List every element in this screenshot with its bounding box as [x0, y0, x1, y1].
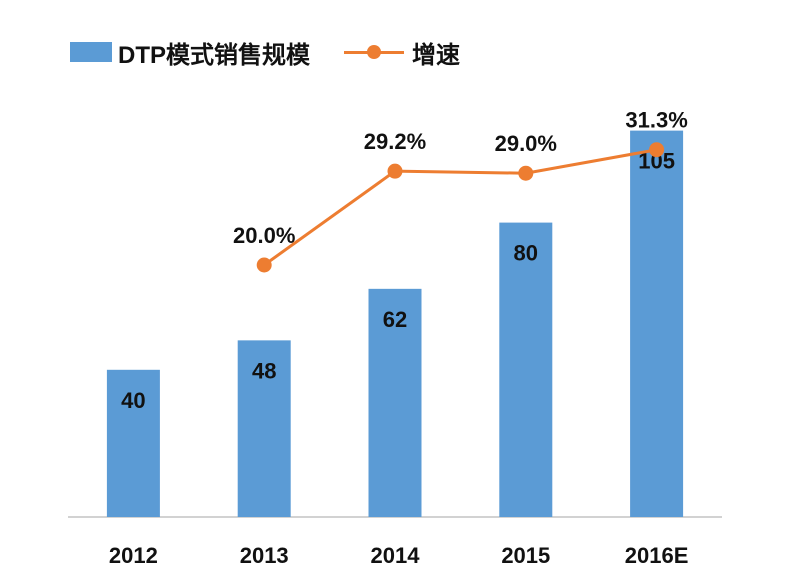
- growth-point-2013: [256, 257, 272, 273]
- bar-label-2015: 80: [514, 241, 538, 266]
- x-tick-label-2013: 2013: [240, 543, 289, 568]
- legend-swatch-bar: [70, 42, 112, 62]
- growth-label-2013: 20.0%: [233, 223, 295, 248]
- x-tick-label-2014: 2014: [371, 543, 421, 568]
- growth-label-2014: 29.2%: [364, 129, 426, 154]
- bar-label-2014: 62: [383, 307, 407, 332]
- legend-item-growth: 增速: [344, 35, 460, 70]
- growth-label-2015: 29.0%: [495, 131, 557, 156]
- x-tick-label-2015: 2015: [501, 543, 550, 568]
- x-tick-label-2016E: 2016E: [625, 543, 689, 568]
- legend-label-sales: DTP模式销售规模: [118, 41, 310, 69]
- growth-point-2015: [518, 165, 534, 181]
- bar-2012: [106, 369, 160, 517]
- bar-2013: [237, 340, 291, 517]
- legend-label-growth: 增速: [412, 41, 460, 69]
- growth-point-2016E: [649, 142, 665, 158]
- legend-swatch-line: [344, 42, 404, 62]
- growth-label-2016E: 31.3%: [625, 108, 687, 133]
- bar-label-2013: 48: [252, 358, 276, 383]
- bar-2015: [499, 222, 553, 517]
- legend-item-sales: DTP模式销售规模: [70, 35, 310, 70]
- legend: DTP模式销售规模 增速: [70, 34, 494, 70]
- bar-2014: [368, 288, 422, 517]
- growth-point-2014: [387, 163, 403, 179]
- bar-2016E: [630, 130, 684, 517]
- bar-label-2012: 40: [121, 388, 145, 413]
- x-tick-label-2012: 2012: [109, 543, 158, 568]
- growth-line: [263, 148, 657, 267]
